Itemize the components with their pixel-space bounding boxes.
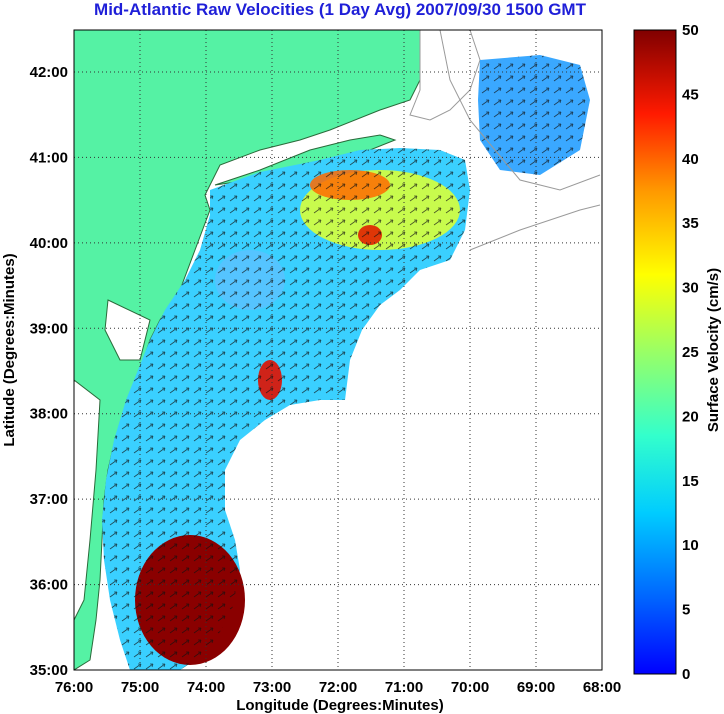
longitude-tick-label: 72:00 (319, 679, 357, 696)
colorbar-tick-label: 5 (682, 602, 690, 619)
colorbar-tick-label: 50 (682, 22, 699, 39)
x-axis-label: Longitude (Degrees:Minutes) (236, 697, 444, 714)
colorbar-tick-label: 35 (682, 215, 699, 232)
latitude-tick-label: 36:00 (30, 577, 68, 594)
longitude-tick-label: 68:00 (583, 679, 621, 696)
latitude-tick-label: 39:00 (30, 320, 68, 337)
longitude-tick-label: 73:00 (253, 679, 291, 696)
velocity-arrows (102, 148, 470, 670)
colorbar-label: Surface Velocity (cm/s) (705, 268, 722, 432)
longitude-tick-label: 74:00 (187, 679, 225, 696)
plot-border (73, 29, 603, 671)
longitude-tick-label: 69:00 (517, 679, 555, 696)
y-axis-label: Latitude (Degrees:Minutes) (1, 253, 18, 446)
colorbar-tick-label: 40 (682, 151, 699, 168)
delaware-bay (104, 299, 151, 361)
colorbar-tick-label: 25 (682, 344, 699, 361)
latitude-ticks: 42:00 41:00 40:00 39:00 38:00 37:00 36:00 35:00 (30, 64, 68, 679)
colorbar-tick-label: 30 (682, 280, 699, 297)
longitude-tick-label: 76:00 (55, 679, 93, 696)
land-cape-cod (409, 30, 481, 121)
latitude-tick-label: 38:00 (30, 406, 68, 423)
longitude-ticks: 76:00 75:00 74:00 73:00 72:00 71:00 70:00 69:00… (55, 679, 621, 696)
longitude-tick-label: 70:00 (451, 679, 489, 696)
colorbar-tick-label: 20 (682, 408, 699, 425)
latitude-tick-label: 42:00 (30, 64, 68, 81)
colorbar-tick-label: 15 (682, 473, 699, 490)
bathymetry-contour (439, 30, 601, 191)
colorbar-tick-label: 10 (682, 537, 699, 554)
latitude-tick-label: 37:00 (30, 491, 68, 508)
latitude-tick-label: 40:00 (30, 235, 68, 252)
latitude-tick-label: 41:00 (30, 149, 68, 166)
longitude-tick-label: 71:00 (385, 679, 423, 696)
map-title: Mid-Atlantic Raw Velocities (1 Day Avg) … (94, 0, 586, 19)
chesapeake-bay (74, 379, 101, 621)
colorbar-tick-label: 45 (682, 86, 699, 103)
bathymetry-contour-2 (469, 204, 601, 251)
velocity-arrows-northeast (478, 55, 590, 175)
latitude-tick-label: 35:00 (30, 662, 68, 679)
longitude-tick-label: 75:00 (121, 679, 159, 696)
colorbar-tick-label: 0 (682, 666, 690, 683)
grid-lines (74, 30, 602, 670)
colorbar (633, 29, 677, 675)
